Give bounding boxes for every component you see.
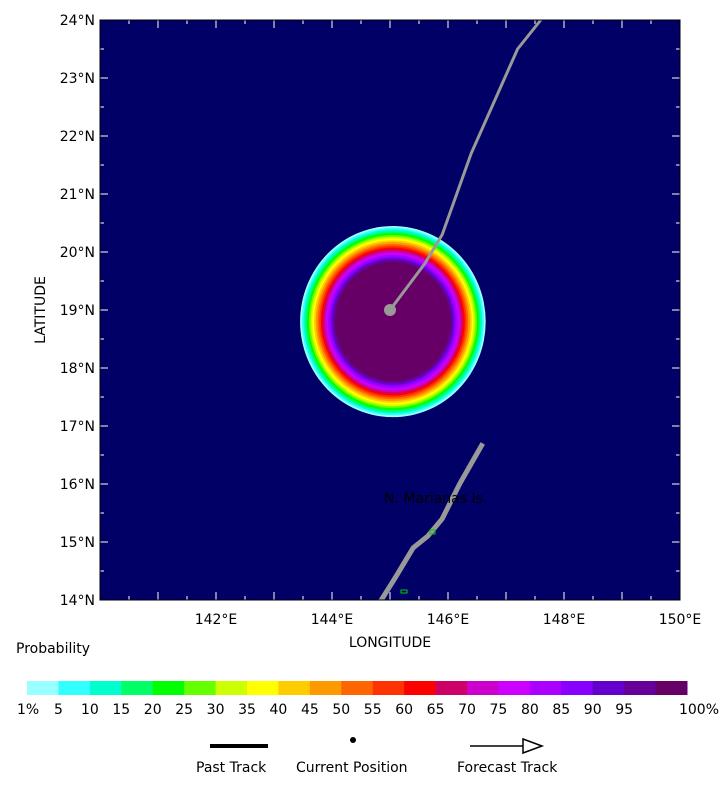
storm-tracks <box>378 20 542 600</box>
legend-title: Probability <box>16 641 91 657</box>
colorbar-swatch <box>561 681 594 695</box>
probability-colorbar-labels: 1% 5 10 15 20 25 30 35 40 45 50 55 60 65 70 75 80 85 90 95 1… <box>17 702 719 718</box>
forecast-track-arrowhead <box>522 737 545 755</box>
colorbar-label: 50 <box>332 702 350 718</box>
forecast-track-label: Forecast Track <box>457 760 558 776</box>
colorbar-swatch <box>592 681 625 695</box>
colorbar-label: 90 <box>584 702 602 718</box>
colorbar-swatch <box>184 681 217 695</box>
colorbar-swatch <box>435 681 468 695</box>
colorbar-swatch <box>498 681 531 695</box>
colorbar-label: 5 <box>54 702 63 718</box>
probability-contour <box>334 261 451 382</box>
past-track-line <box>378 442 485 600</box>
x-axis-title: LONGITUDE <box>349 635 431 651</box>
lat-tick-label: 15°N <box>60 535 95 551</box>
current-position-label: Current Position <box>296 760 408 776</box>
colorbar-label: 1% <box>17 702 39 718</box>
lon-tick-label: 142°E <box>195 612 238 628</box>
current-position-marker <box>384 304 396 316</box>
lon-tick-label: 150°E <box>659 612 702 628</box>
colorbar-swatch <box>372 681 405 695</box>
wind-probability-field <box>300 226 486 418</box>
lat-tick-label: 16°N <box>60 477 95 493</box>
current-position-symbol <box>350 737 356 743</box>
latitude-tick-labels: 24°N 23°N 22°N 21°N 20°N 19°N 18°N 17°N 16°N 15°N… <box>60 13 95 609</box>
colorbar-swatch <box>89 681 122 695</box>
colorbar-swatch <box>655 681 688 695</box>
colorbar-swatch <box>467 681 499 695</box>
lat-tick-label: 23°N <box>60 71 95 87</box>
colorbar-label: 65 <box>427 702 445 718</box>
colorbar-label: 75 <box>490 702 508 718</box>
lat-tick-label: 24°N <box>60 13 95 29</box>
colorbar-label: 25 <box>175 702 193 718</box>
colorbar-label: 60 <box>395 702 413 718</box>
colorbar-label: 35 <box>238 702 256 718</box>
lat-tick-label: 21°N <box>60 187 95 203</box>
colorbar-label: 45 <box>301 702 319 718</box>
lat-tick-label: 17°N <box>60 419 95 435</box>
colorbar-swatch <box>121 681 154 695</box>
lon-tick-label: 148°E <box>543 612 586 628</box>
island-outline <box>400 589 408 594</box>
colorbar-swatch <box>529 681 562 695</box>
colorbar-label: 80 <box>521 702 539 718</box>
legend-key <box>210 737 545 755</box>
colorbar-swatch <box>624 681 657 695</box>
longitude-tick-labels: 142°E 144°E 146°E 148°E 150°E <box>195 612 702 628</box>
colorbar-label: 100% <box>679 702 719 718</box>
colorbar-label: 55 <box>364 702 382 718</box>
colorbar-swatch <box>215 681 248 695</box>
colorbar-swatch <box>309 681 342 695</box>
colorbar-label: 40 <box>270 702 288 718</box>
lon-tick-label: 144°E <box>311 612 354 628</box>
colorbar-label: 20 <box>144 702 162 718</box>
island-outline <box>429 529 436 535</box>
colorbar-swatch <box>404 681 437 695</box>
colorbar-label: 70 <box>458 702 476 718</box>
colorbar-swatch <box>27 681 59 695</box>
colorbar-swatch <box>247 681 279 695</box>
lat-tick-label: 20°N <box>60 245 95 261</box>
probability-colorbar <box>27 681 688 695</box>
lat-tick-label: 19°N <box>60 303 95 319</box>
colorbar-label: 95 <box>615 702 633 718</box>
place-label-marianas: N. Marianas Is. <box>384 491 487 507</box>
colorbar-swatch <box>58 681 91 695</box>
lat-tick-label: 22°N <box>60 129 95 145</box>
past-track-label: Past Track <box>196 760 267 776</box>
colorbar-label: 15 <box>112 702 130 718</box>
colorbar-swatch <box>152 681 185 695</box>
map-frame <box>99 19 681 601</box>
lat-tick-label: 14°N <box>60 593 95 609</box>
lon-tick-label: 146°E <box>427 612 470 628</box>
y-axis-title: LATITUDE <box>33 276 49 344</box>
lat-tick-label: 18°N <box>60 361 95 377</box>
colorbar-label: 10 <box>81 702 99 718</box>
forecast-track-line <box>388 20 542 311</box>
colorbar-swatch <box>341 681 374 695</box>
colorbar-swatch <box>278 681 311 695</box>
colorbar-label: 85 <box>552 702 570 718</box>
island-outlines <box>400 529 436 594</box>
colorbar-label: 30 <box>207 702 225 718</box>
